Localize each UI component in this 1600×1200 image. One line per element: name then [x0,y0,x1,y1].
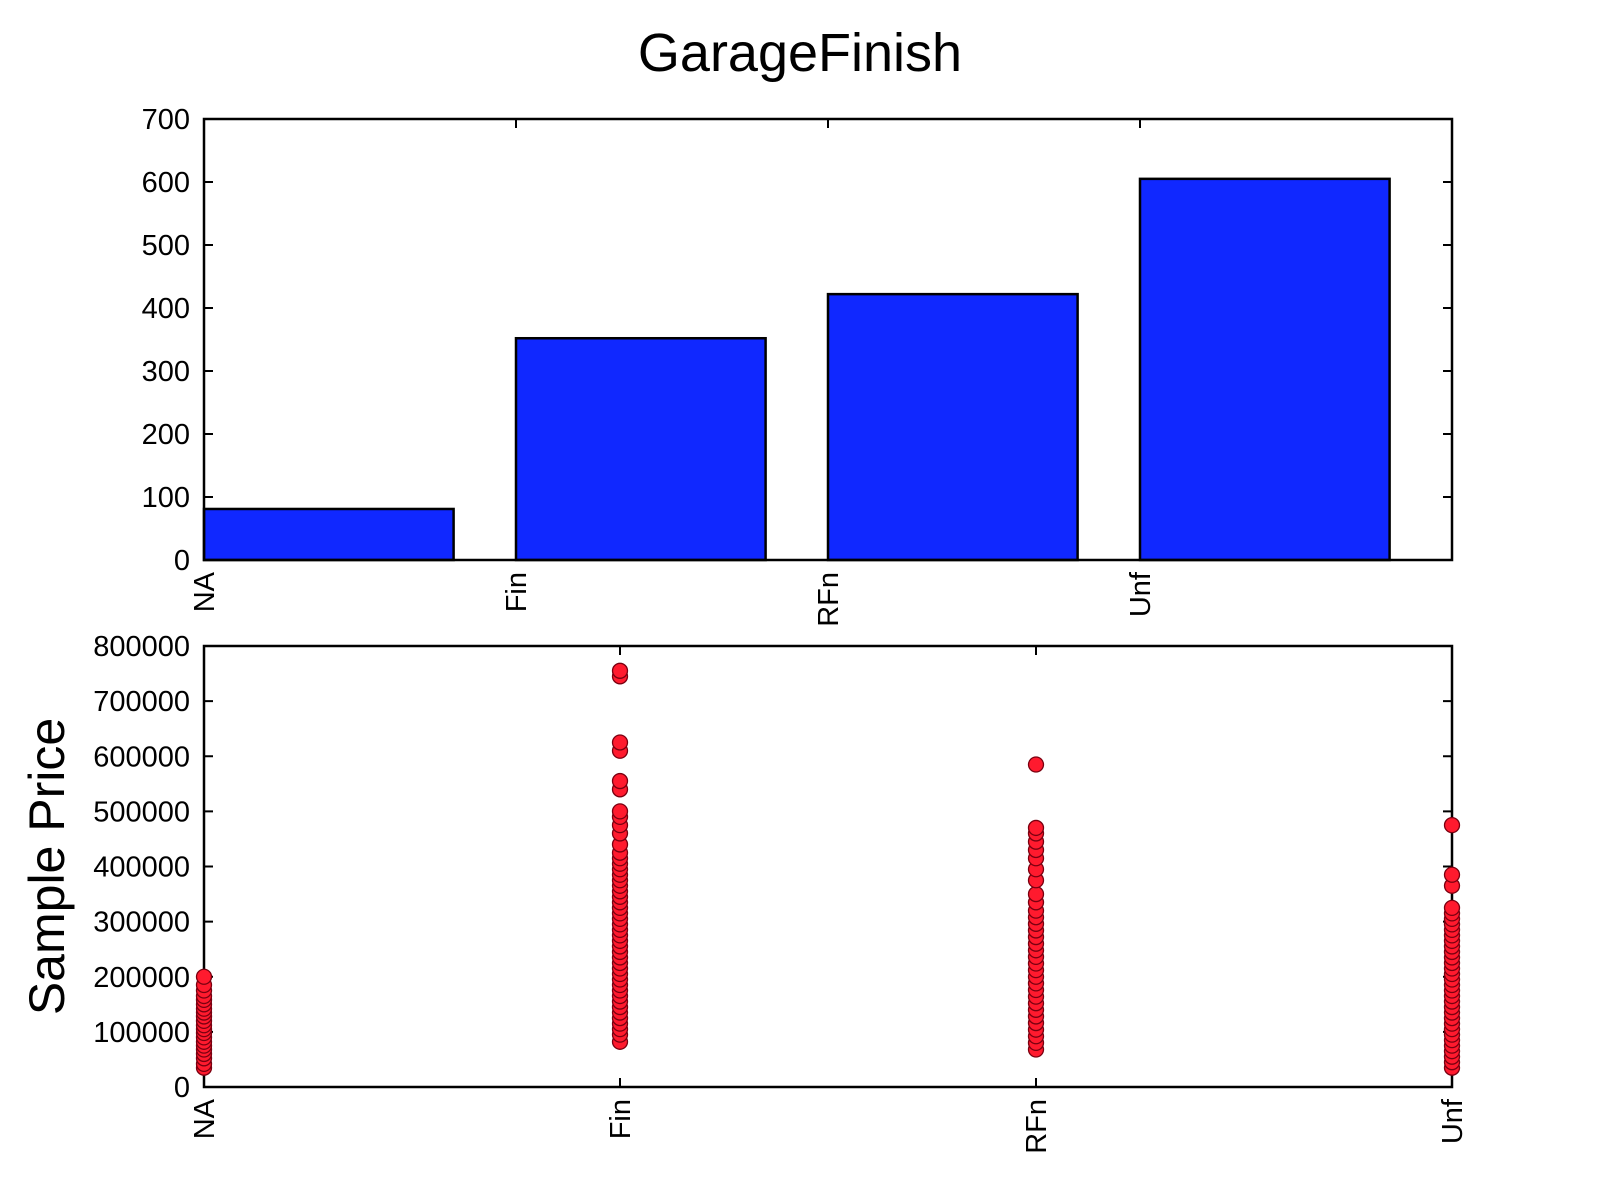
scatter-xtick-label: NA [189,1098,221,1139]
figure-title: GarageFinish [637,23,963,83]
point-unf [1443,866,1461,883]
bar-rfn [826,292,1079,562]
scatter-xtick-label: RFn [1021,1099,1053,1154]
bar-unf [1138,177,1391,562]
scatter-ytick-label: 800000 [93,631,190,663]
scatter-ytick-label: 0 [174,1072,190,1104]
bar-ytick-label: 100 [142,482,190,514]
point-unf [1443,899,1461,916]
scatter-ytick-label: 300000 [93,907,190,939]
scatter-ylabel: Sample Price [19,718,75,1015]
point-fin [611,772,629,790]
bar-xtick-label: NA [189,571,221,612]
scatter-ytick-label: 400000 [93,852,190,884]
bar-xtick-label: Unf [1125,571,1157,617]
point-na [195,968,213,985]
bar-xtick-label: RFn [813,572,845,627]
scatter-ytick-label: 100000 [93,1017,190,1049]
bar-xtick-label: Fin [501,572,533,612]
point-unf [1443,817,1461,834]
scatter-ytick-label: 700000 [93,686,190,718]
point-rfn [1027,756,1045,773]
scatter-ytick-label: 500000 [93,796,190,828]
bar-ytick-label: 700 [142,104,190,136]
point-rfn [1027,819,1045,837]
scatter-ytick-label: 200000 [93,962,190,994]
bar-fin [514,336,767,562]
bar-ytick-label: 0 [174,545,190,577]
bar-chart: 0 100 200 300 400 500 600 700 NA Fin RFn Unf [142,104,1454,627]
point-rfn [1027,885,1045,903]
scatter-xtick-label: Fin [605,1099,637,1139]
scatter-plot-frame [202,644,1454,1089]
bar-ytick-label: 300 [142,356,190,388]
point-fin [611,803,629,820]
scatter-chart: 0 100000 200000 300000 400000 500000 600000 700… [19,631,1469,1154]
point-fin [611,734,629,751]
bar-ytick-label: 400 [142,293,190,325]
scatter-ytick-label: 600000 [93,741,190,773]
scatter-xtick-label: Unf [1437,1098,1469,1144]
point-fin [611,662,629,679]
bar-ytick-label: 200 [142,419,190,451]
bar-na [202,507,455,562]
bar-ytick-label: 500 [142,230,190,262]
bar-ytick-label: 600 [142,167,190,199]
